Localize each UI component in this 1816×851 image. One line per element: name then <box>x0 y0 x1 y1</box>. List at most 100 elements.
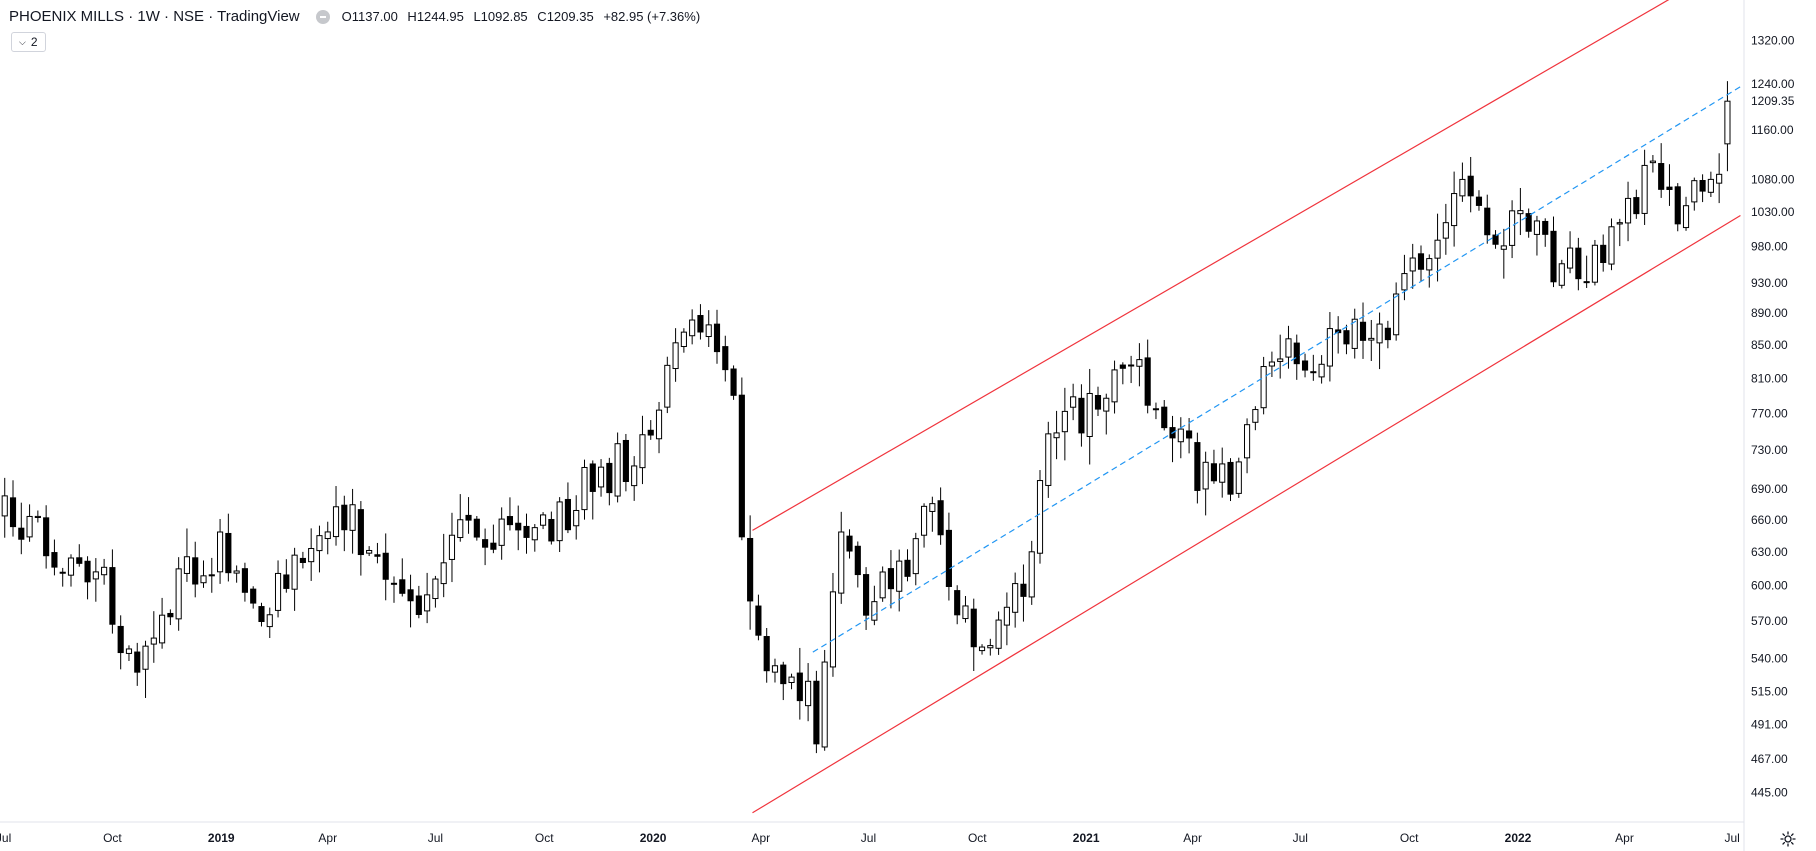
candle <box>142 640 149 698</box>
candle <box>1674 183 1681 232</box>
candle-body <box>1 495 8 517</box>
mid-channel-line[interactable] <box>812 86 1741 653</box>
candle <box>1608 218 1615 271</box>
candle <box>308 528 315 581</box>
price-axis[interactable]: 445.00 467.00 491.00 515.00 540.00 570.00 600.… <box>1751 34 1795 800</box>
candle <box>390 576 398 603</box>
candle <box>738 377 745 541</box>
candle <box>482 528 489 566</box>
candle-body <box>1061 410 1068 433</box>
candle <box>266 607 273 639</box>
candle <box>1310 354 1317 381</box>
candle <box>283 559 290 593</box>
symbol-title[interactable]: PHOENIX MILLS · 1W · NSE · TradingView <box>9 8 300 25</box>
candle <box>1434 213 1441 282</box>
candle <box>150 611 157 663</box>
candle-body <box>457 519 464 539</box>
candle-body <box>109 567 116 625</box>
candle <box>1467 156 1474 213</box>
candle-body <box>1318 363 1325 378</box>
open-value: 1137.00 <box>351 9 398 24</box>
time-tick-label: Jul <box>0 831 11 845</box>
visibility-toggle-icon[interactable] <box>315 9 330 24</box>
candle <box>647 420 654 440</box>
candle <box>672 328 679 382</box>
candle <box>506 497 514 531</box>
candle-body <box>672 342 679 370</box>
candle <box>1484 194 1491 244</box>
candle-body <box>1608 226 1615 265</box>
candle <box>904 549 911 582</box>
candle-body <box>1451 193 1458 227</box>
candle-body <box>1103 397 1110 412</box>
candle <box>175 557 182 631</box>
upper-channel-line[interactable] <box>752 0 1676 531</box>
time-axis[interactable]: Jul Oct 2019 Apr Jul Oct 2020 Apr Jul Oct 2021 Apr J… <box>0 831 1740 845</box>
candle <box>796 647 803 720</box>
candle <box>1268 351 1275 378</box>
candle-body <box>730 368 737 396</box>
candle-body <box>125 648 133 654</box>
candle-body <box>92 571 99 580</box>
candle <box>324 521 331 555</box>
candle <box>34 510 41 523</box>
candle <box>1525 208 1532 238</box>
gear-icon[interactable] <box>1780 831 1796 847</box>
time-tick-label: Jul <box>428 831 443 845</box>
price-tick-label: 690.00 <box>1751 482 1788 496</box>
price-tick-label: 467.00 <box>1751 752 1788 766</box>
candle-body <box>1285 338 1292 358</box>
candle-body <box>465 514 472 521</box>
candle <box>1517 187 1524 236</box>
candle-body <box>606 462 613 494</box>
candle <box>821 649 828 751</box>
candle-body <box>597 466 605 488</box>
price-tick-label: 1160.00 <box>1751 123 1794 137</box>
candle-body <box>1012 583 1019 613</box>
candle-body <box>954 590 961 616</box>
candle-body <box>697 315 704 333</box>
candle <box>987 638 994 656</box>
candle-body <box>1674 186 1681 225</box>
candle-body <box>515 522 522 531</box>
candle-body <box>258 606 265 623</box>
candle-body <box>482 539 489 548</box>
candle-body <box>1542 220 1549 235</box>
candle-body <box>1633 197 1640 215</box>
candle <box>1260 356 1267 415</box>
lower-channel-line[interactable] <box>752 215 1741 814</box>
candle <box>183 528 191 582</box>
candle <box>9 480 17 537</box>
candle-body <box>763 636 770 672</box>
candle <box>332 486 340 546</box>
candle <box>192 541 199 598</box>
price-tick-label: 1080.00 <box>1751 172 1795 186</box>
change-value: +82.95 (+7.36%) <box>603 9 701 24</box>
candle <box>805 663 812 722</box>
candle-body <box>67 557 75 576</box>
candle-body <box>1161 406 1168 429</box>
candle-body <box>415 595 422 615</box>
candle <box>440 533 447 598</box>
indicators-collapse-button[interactable]: ⌵ 2 <box>11 32 46 52</box>
candle <box>1368 319 1375 362</box>
candle-body <box>1459 178 1466 197</box>
candle-body <box>1260 366 1267 409</box>
candle-body <box>1583 281 1590 284</box>
candle <box>374 542 381 564</box>
candle-body <box>540 514 547 526</box>
low-label: L <box>473 9 481 24</box>
candle <box>1641 149 1648 225</box>
candle-body <box>1707 178 1714 193</box>
candle-body <box>639 434 646 469</box>
candle-body <box>1094 395 1102 410</box>
price-tick-label: 660.00 <box>1751 513 1788 527</box>
candle-body <box>680 331 687 348</box>
time-tick-label: Oct <box>1400 831 1419 845</box>
candle <box>473 516 480 541</box>
candle <box>879 566 886 602</box>
candle <box>1633 189 1640 219</box>
candle-body <box>357 509 364 556</box>
candlestick-series <box>1 81 1731 754</box>
